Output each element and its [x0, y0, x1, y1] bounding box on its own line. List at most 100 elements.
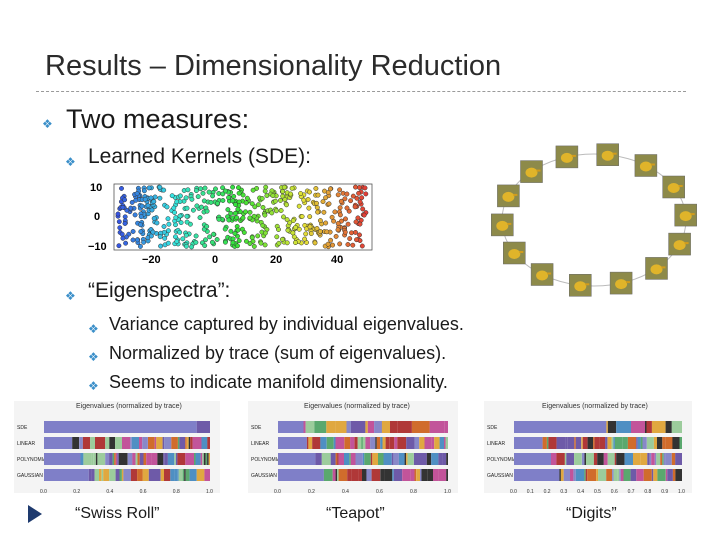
- eigen-segment: [640, 437, 643, 449]
- eigen-segment: [438, 469, 447, 481]
- eigen-segment: [130, 437, 132, 449]
- slide-title: Results – Dimensionality Reduction: [45, 50, 502, 82]
- eigen-segment: [414, 469, 417, 481]
- eigen-segment: [115, 453, 118, 465]
- eigen-segment: [574, 437, 576, 449]
- scatter-point: [354, 237, 359, 243]
- scatter-point: [119, 185, 124, 191]
- eigen-segment: [367, 421, 375, 433]
- scatter-point: [137, 243, 143, 249]
- scatter-point: [223, 188, 228, 194]
- scatter-point: [210, 193, 216, 199]
- eigen-segment: [607, 421, 617, 433]
- x-tick-label: 40: [331, 254, 343, 266]
- bullet-marker-icon: ❖: [65, 155, 76, 169]
- scatter-point: [198, 204, 204, 210]
- eigen-segment: [335, 453, 338, 465]
- scatter-point: [321, 209, 327, 215]
- eigen-segment: [665, 437, 673, 449]
- scatter-point: [350, 193, 356, 199]
- scatter-point: [149, 207, 155, 213]
- eigen-segment: [95, 453, 98, 465]
- scatter-point: [342, 196, 348, 202]
- teapot-thumbnail: [569, 274, 592, 297]
- eigen-segment: [584, 469, 586, 481]
- caption-teapot: “Teapot”: [326, 505, 385, 522]
- eigen-segment: [139, 453, 144, 465]
- row-label: LINEAR: [17, 441, 35, 447]
- eigen-segment: [362, 437, 366, 449]
- eigen-segment: [598, 469, 607, 481]
- x-tick-label: 0.4: [342, 489, 349, 493]
- eigen-segment: [103, 469, 110, 481]
- scatter-point: [314, 226, 320, 231]
- scatter-point: [148, 195, 154, 201]
- scatter-point: [274, 234, 280, 240]
- x-tick-label: 0.8: [410, 489, 417, 493]
- eigen-segment: [349, 453, 351, 465]
- scatter-point: [280, 189, 286, 194]
- scatter-point: [299, 214, 305, 219]
- row-label: GAUSSIAN: [487, 473, 513, 479]
- eigen-segment: [362, 469, 367, 481]
- row-label: GAUSSIAN: [17, 473, 43, 479]
- eigen-segment: [344, 453, 350, 465]
- eigen-segment: [142, 469, 149, 481]
- x-tick-label: −20: [142, 254, 161, 266]
- eigen-segment: [420, 469, 422, 481]
- eigen-segment: [372, 453, 378, 465]
- scatter-point: [354, 195, 360, 201]
- scatter-point: [146, 185, 152, 191]
- eigen-segment: [671, 421, 682, 433]
- eigen-segment: [185, 469, 190, 481]
- scatter-point: [215, 200, 220, 206]
- x-tick-label: 0.7: [628, 489, 635, 493]
- scatter-point: [284, 217, 290, 223]
- scatter-point: [204, 224, 210, 229]
- teapot-thumbnail: [503, 241, 526, 265]
- eigen-segment: [671, 453, 676, 465]
- eigen-segment: [105, 437, 110, 449]
- eigen-segment: [631, 421, 645, 433]
- eigen-segment: [514, 469, 560, 481]
- eigen-segment: [433, 469, 439, 481]
- eigen-segment: [587, 437, 594, 449]
- scatter-point: [312, 240, 318, 246]
- eigen-segment: [127, 453, 133, 465]
- sub-bullet-manifold: Seems to indicate manifold dimensionalit…: [109, 372, 448, 392]
- scatter-point: [222, 239, 228, 245]
- eigen-segment: [202, 453, 204, 465]
- eigen-segment: [97, 453, 106, 465]
- x-tick-label: 0.8: [173, 489, 180, 493]
- scatter-point: [327, 186, 333, 192]
- scatter-point: [228, 210, 234, 216]
- scatter-point: [134, 191, 140, 197]
- eigen-segment: [375, 437, 377, 449]
- scatter-point: [213, 186, 218, 192]
- scatter-point: [122, 197, 128, 203]
- eigen-segment: [185, 437, 187, 449]
- sub-bullet-normalized: Normalized by trace (sum of eigenvalues)…: [109, 343, 447, 363]
- eigen-segment: [192, 437, 202, 449]
- eigen-segment: [333, 437, 336, 449]
- eigen-segment: [431, 437, 435, 449]
- eigen-segment: [570, 469, 574, 481]
- eigen-segment: [115, 437, 123, 449]
- eigen-segment: [596, 469, 599, 481]
- eigen-segment: [597, 453, 604, 465]
- scatter-point: [244, 195, 250, 201]
- teapot-thumbnail: [609, 271, 633, 295]
- eigenspectrum-chart-swiss-roll: Eigenvalues (normalized by trace) SDE LIN…: [14, 401, 220, 493]
- eigen-segment: [585, 469, 588, 481]
- eigen-segment: [392, 469, 394, 481]
- teapot-thumbnail: [668, 232, 691, 256]
- scatter-point: [355, 215, 361, 221]
- eigen-segment: [593, 437, 595, 449]
- scatter-point: [240, 192, 246, 198]
- scatter-point: [158, 243, 164, 249]
- scatter-point: [151, 199, 157, 205]
- scatter-point: [262, 242, 268, 248]
- eigen-segment: [103, 437, 106, 449]
- scatter-point: [230, 184, 236, 190]
- scatter-point: [222, 226, 228, 232]
